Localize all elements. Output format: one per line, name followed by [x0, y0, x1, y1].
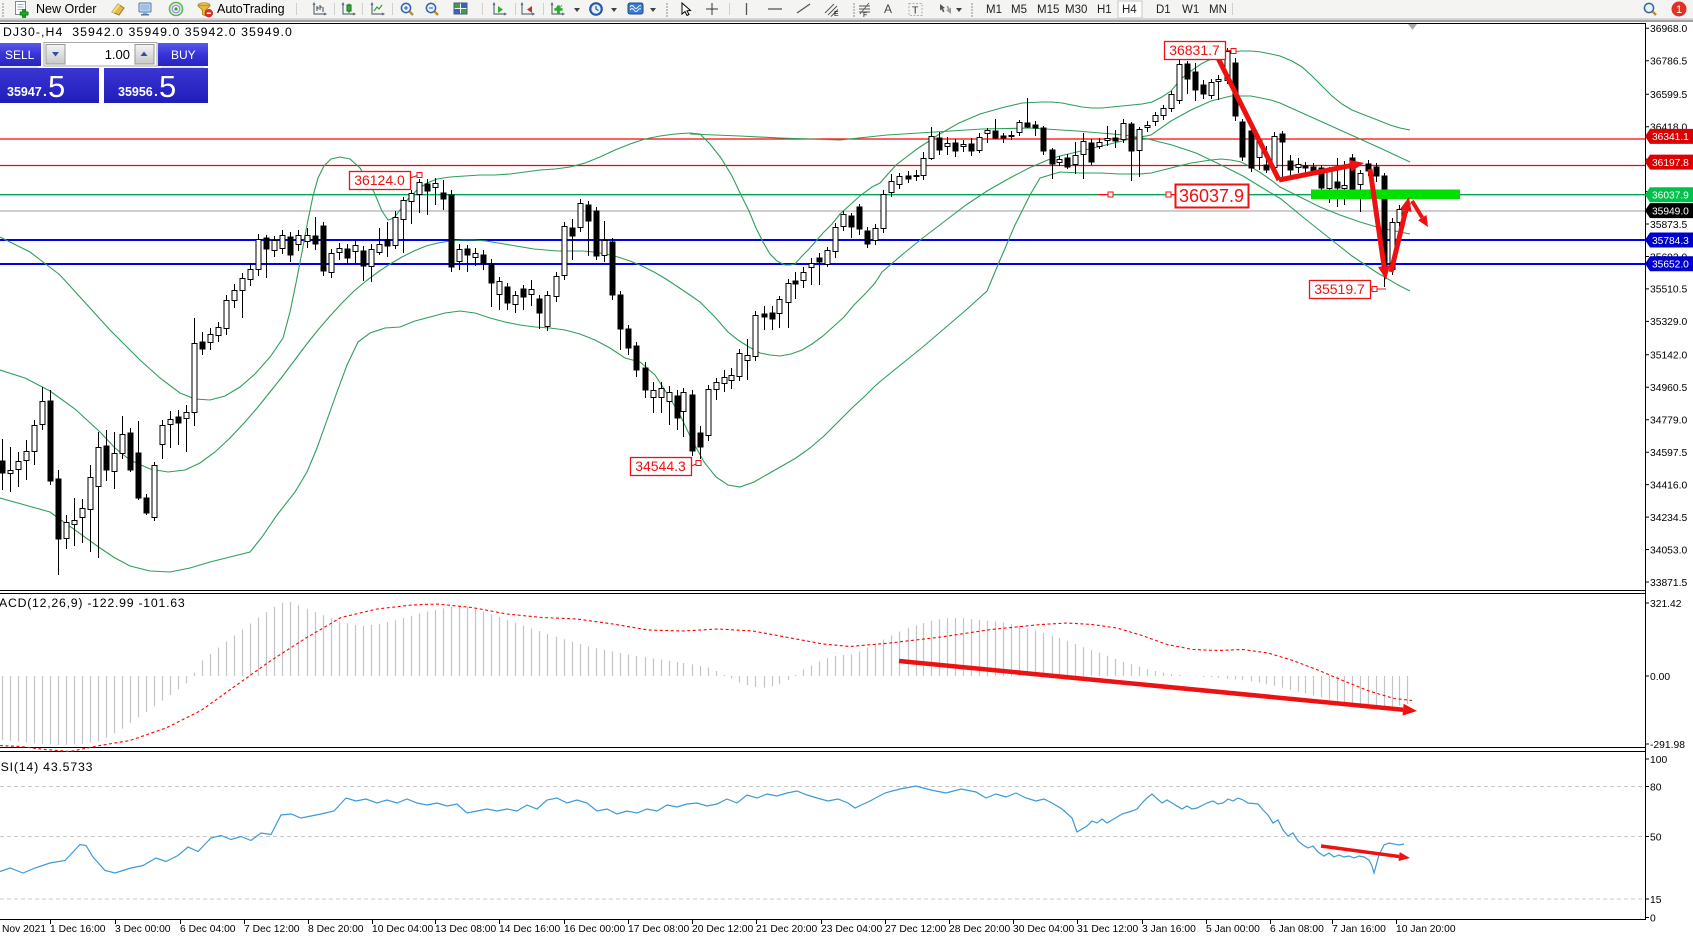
- svg-text:A: A: [884, 2, 892, 16]
- svg-text:14 Dec 16:00: 14 Dec 16:00: [499, 924, 561, 935]
- svg-text:35652.0: 35652.0: [1652, 260, 1689, 271]
- svg-text:100: 100: [1650, 755, 1667, 766]
- svg-text:36124.0: 36124.0: [354, 172, 405, 188]
- svg-text:Nov 2021: Nov 2021: [2, 924, 46, 935]
- svg-text:5: 5: [48, 69, 65, 104]
- svg-text:34234.5: 34234.5: [1650, 513, 1687, 524]
- svg-text:RSI(14) 43.5733: RSI(14) 43.5733: [0, 760, 93, 774]
- svg-text:M1: M1: [986, 4, 1002, 16]
- svg-text:36599.5: 36599.5: [1650, 90, 1687, 101]
- svg-text:3 Dec 00:00: 3 Dec 00:00: [115, 924, 171, 935]
- svg-text:36037.9: 36037.9: [1179, 186, 1244, 206]
- svg-text:7 Jan 16:00: 7 Jan 16:00: [1332, 924, 1386, 935]
- svg-text:16 Dec 00:00: 16 Dec 00:00: [564, 924, 626, 935]
- svg-text:13 Dec 08:00: 13 Dec 08:00: [435, 924, 497, 935]
- svg-text:35510.5: 35510.5: [1650, 285, 1687, 296]
- svg-text:M15: M15: [1037, 4, 1059, 16]
- svg-text:DJ30-,H4 35942.0 35949.0 3594: DJ30-,H4 35942.0 35949.0 35942.0 35949.0: [3, 25, 293, 39]
- svg-text:35519.7: 35519.7: [1314, 281, 1365, 297]
- svg-text:AutoTrading: AutoTrading: [217, 2, 285, 16]
- svg-text:M30: M30: [1065, 4, 1087, 16]
- svg-text:35949.0: 35949.0: [1652, 206, 1689, 217]
- svg-text:34544.3: 34544.3: [635, 458, 686, 474]
- svg-text:BUY: BUY: [171, 48, 196, 62]
- svg-text:5 Jan 00:00: 5 Jan 00:00: [1206, 924, 1260, 935]
- svg-text:-291.98: -291.98: [1650, 740, 1685, 751]
- svg-text:36037.9: 36037.9: [1652, 191, 1689, 202]
- svg-text:6 Jan 08:00: 6 Jan 08:00: [1270, 924, 1324, 935]
- svg-text:28 Dec 20:00: 28 Dec 20:00: [949, 924, 1011, 935]
- svg-text:MACD(12,26,9) -122.99 -101.63: MACD(12,26,9) -122.99 -101.63: [0, 596, 185, 610]
- svg-text:35873.5: 35873.5: [1650, 220, 1687, 231]
- svg-text:F: F: [863, 12, 867, 19]
- svg-text:36968.0: 36968.0: [1650, 24, 1687, 35]
- svg-text:34779.0: 34779.0: [1650, 416, 1687, 427]
- svg-text:W1: W1: [1182, 4, 1199, 16]
- svg-text:1 Dec 16:00: 1 Dec 16:00: [50, 924, 106, 935]
- svg-text:34960.5: 34960.5: [1650, 383, 1687, 394]
- svg-text:M5: M5: [1011, 4, 1027, 16]
- svg-text:34597.5: 34597.5: [1650, 448, 1687, 459]
- svg-text:D1: D1: [1156, 4, 1171, 16]
- svg-text:T: T: [912, 5, 919, 17]
- svg-text:E: E: [834, 11, 839, 18]
- svg-text:80: 80: [1650, 782, 1662, 793]
- svg-text:27 Dec 12:00: 27 Dec 12:00: [885, 924, 947, 935]
- svg-text:36341.1: 36341.1: [1652, 132, 1689, 143]
- svg-text:17 Dec 08:00: 17 Dec 08:00: [628, 924, 690, 935]
- svg-text:15: 15: [1650, 895, 1662, 906]
- svg-text:321.42: 321.42: [1650, 599, 1682, 610]
- svg-text:H1: H1: [1097, 4, 1112, 16]
- svg-text:.: .: [43, 83, 47, 99]
- svg-text:21 Dec 20:00: 21 Dec 20:00: [756, 924, 818, 935]
- svg-text:35784.3: 35784.3: [1652, 236, 1689, 247]
- svg-text:36418.0: 36418.0: [1650, 123, 1687, 134]
- svg-text:20 Dec 12:00: 20 Dec 12:00: [692, 924, 754, 935]
- svg-text:33871.5: 33871.5: [1650, 578, 1687, 589]
- svg-text:SELL: SELL: [5, 48, 35, 62]
- svg-text:35947: 35947: [7, 85, 42, 99]
- svg-text:5: 5: [159, 69, 176, 104]
- svg-text:8 Dec 20:00: 8 Dec 20:00: [308, 924, 364, 935]
- svg-text:35329.0: 35329.0: [1650, 317, 1687, 328]
- svg-text:3 Jan 16:00: 3 Jan 16:00: [1142, 924, 1196, 935]
- svg-text:34416.0: 34416.0: [1650, 480, 1687, 491]
- svg-text:6 Dec 04:00: 6 Dec 04:00: [180, 924, 236, 935]
- svg-text:10 Dec 04:00: 10 Dec 04:00: [372, 924, 434, 935]
- svg-text:35956: 35956: [118, 85, 153, 99]
- svg-text:23 Dec 04:00: 23 Dec 04:00: [821, 924, 883, 935]
- svg-text:.: .: [154, 83, 158, 99]
- svg-text:1: 1: [1676, 4, 1682, 16]
- svg-text:10 Jan 20:00: 10 Jan 20:00: [1396, 924, 1456, 935]
- svg-text:36197.8: 36197.8: [1652, 158, 1689, 169]
- svg-text:50: 50: [1650, 832, 1662, 843]
- svg-text:7 Dec 12:00: 7 Dec 12:00: [244, 924, 300, 935]
- svg-text:36831.7: 36831.7: [1169, 42, 1220, 58]
- svg-text:36786.5: 36786.5: [1650, 57, 1687, 68]
- svg-text:34053.0: 34053.0: [1650, 545, 1687, 556]
- svg-text:MN: MN: [1209, 4, 1227, 16]
- svg-text:H4: H4: [1122, 4, 1137, 16]
- svg-text:30 Dec 04:00: 30 Dec 04:00: [1013, 924, 1075, 935]
- svg-text:1.00: 1.00: [105, 47, 130, 62]
- svg-text:New Order: New Order: [36, 2, 96, 16]
- svg-text:0: 0: [1650, 913, 1656, 924]
- svg-text:0.00: 0.00: [1650, 672, 1670, 683]
- svg-text:31 Dec 12:00: 31 Dec 12:00: [1077, 924, 1139, 935]
- svg-text:35142.0: 35142.0: [1650, 351, 1687, 362]
